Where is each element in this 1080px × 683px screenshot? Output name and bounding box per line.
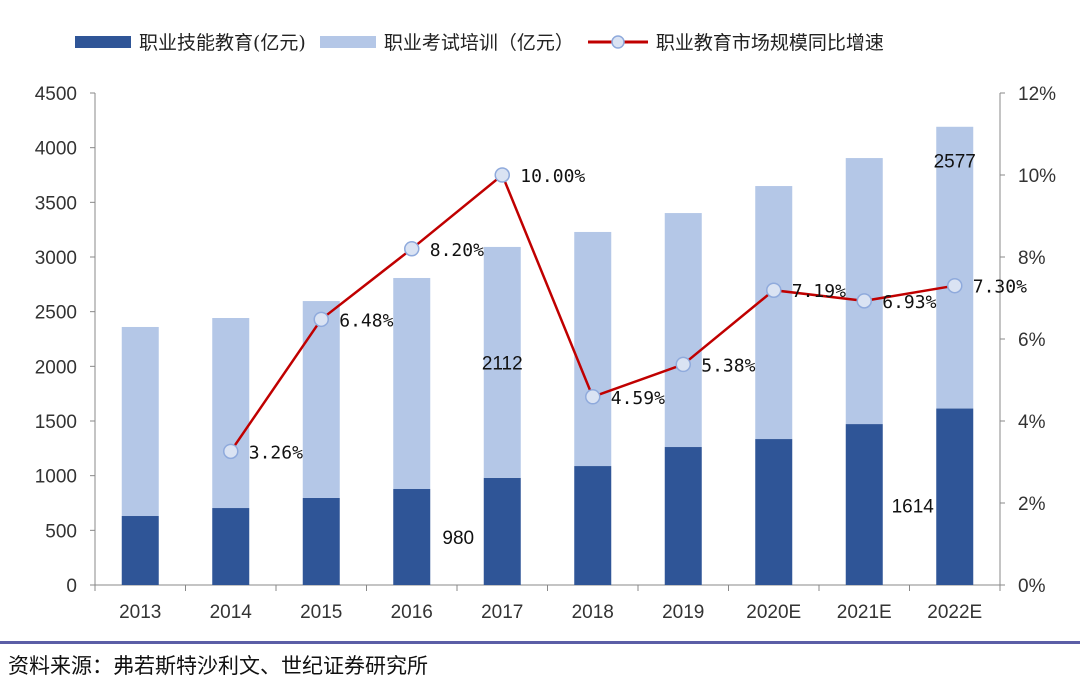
growth-marker-2021E — [856, 293, 872, 309]
data-label: 2112 — [482, 353, 523, 374]
data-label: 1614 — [892, 497, 935, 518]
growth-marker-2018 — [585, 389, 601, 405]
y2-tick-label: 10% — [1018, 166, 1056, 187]
x-tick-label: 2013 — [119, 602, 161, 623]
y-tick-label: 4500 — [35, 84, 77, 105]
bar-exam-2016 — [393, 277, 431, 490]
y2-tick-label: 8% — [1018, 248, 1046, 269]
y-tick-label: 2000 — [35, 357, 77, 378]
growth-marker-2019 — [675, 356, 691, 373]
x-tick-label: 2015 — [300, 602, 342, 623]
legend-item-skills: 职业技能教育(亿元) — [75, 28, 306, 55]
y-tick-label: 4000 — [35, 139, 77, 160]
y-tick-label: 500 — [45, 521, 77, 542]
legend-label: 职业教育市场规模同比增速 — [655, 32, 884, 54]
bar-skills-2022E — [936, 408, 974, 585]
growth-label: 6.93% — [882, 292, 936, 313]
bar-exam-2015 — [302, 301, 340, 498]
growth-marker-2017 — [494, 167, 510, 183]
legend-label: 职业技能教育(亿元) — [139, 32, 306, 54]
growth-label: 4.59% — [611, 388, 665, 409]
y-tick-label: 1000 — [35, 467, 77, 488]
legend-label: 职业考试培训（亿元） — [383, 32, 574, 54]
growth-label: 8.20% — [430, 240, 484, 261]
growth-label: 10.00% — [520, 166, 585, 187]
y-tick-label: 1500 — [35, 412, 77, 433]
x-tick-label: 2018 — [572, 602, 614, 623]
y-tick-label: 0 — [66, 576, 77, 597]
x-tick-label: 2020E — [746, 602, 801, 623]
bar-exam-2021E — [845, 158, 883, 425]
bar-exam-2018 — [574, 231, 612, 467]
y2-tick-label: 0% — [1018, 576, 1046, 597]
growth-label: 7.19% — [792, 281, 846, 302]
bar-skills-2017 — [483, 477, 521, 585]
source-note: 资料来源：弗若斯特沙利文、世纪证券研究所 — [8, 654, 428, 678]
y-tick-label: 3000 — [35, 248, 77, 269]
data-label: 2577 — [934, 152, 976, 173]
bar-skills-2014 — [212, 508, 250, 585]
growth-marker-2022E — [947, 277, 963, 294]
growth-label: 7.30% — [973, 277, 1027, 298]
x-tick-label: 2021E — [837, 602, 892, 623]
bar-skills-2018 — [574, 466, 612, 585]
bar-skills-2016 — [393, 489, 431, 585]
growth-label: 3.26% — [249, 442, 303, 463]
legend-line-marker-icon — [587, 34, 648, 49]
growth-marker-2014 — [223, 443, 239, 460]
growth-marker-2015 — [313, 311, 329, 328]
legend-item-growth: 职业教育市场规模同比增速 — [587, 28, 884, 55]
y-tick-label: 2500 — [35, 303, 77, 324]
bar-skills-2013 — [121, 516, 159, 585]
x-tick-label: 2014 — [210, 602, 253, 623]
y2-tick-label: 12% — [1018, 84, 1056, 105]
bar-exam-2022E — [936, 126, 974, 409]
x-tick-label: 2017 — [481, 602, 523, 623]
x-tick-label: 2019 — [662, 602, 704, 623]
y2-tick-label: 2% — [1018, 494, 1046, 515]
divider — [0, 641, 1080, 644]
bar-exam-2014 — [212, 318, 250, 509]
x-tick-label: 2022E — [927, 602, 982, 623]
y2-tick-label: 4% — [1018, 412, 1046, 433]
growth-label: 6.48% — [339, 310, 393, 331]
bar-exam-2019 — [664, 213, 702, 448]
growth-marker-2020E — [766, 282, 782, 298]
bar-exam-2017 — [483, 246, 521, 478]
y-tick-label: 3500 — [35, 193, 77, 214]
legend: 职业技能教育(亿元) 职业考试培训（亿元） 职业教育市场规模同比增速 — [75, 28, 898, 55]
bar-exam-2020E — [755, 186, 793, 440]
legend-swatch-skills — [75, 35, 131, 48]
bar-exam-2013 — [121, 326, 159, 517]
bar-skills-2019 — [664, 447, 702, 585]
x-tick-label: 2016 — [391, 602, 433, 623]
legend-item-exam: 职业考试培训（亿元） — [319, 28, 574, 55]
growth-marker-2016 — [404, 241, 420, 257]
y2-tick-label: 6% — [1018, 330, 1046, 351]
bar-skills-2020E — [755, 439, 793, 585]
bar-skills-2021E — [845, 424, 883, 585]
data-label: 980 — [442, 528, 474, 549]
legend-swatch-exam — [319, 35, 376, 48]
growth-label: 5.38% — [701, 355, 755, 376]
bar-skills-2015 — [302, 497, 340, 585]
